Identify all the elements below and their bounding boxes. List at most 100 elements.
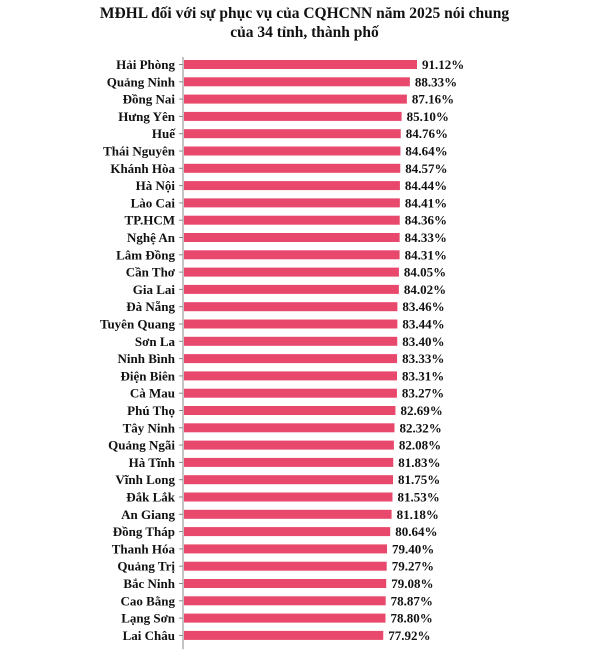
bar: [184, 457, 394, 467]
category-label: Bắc Ninh: [123, 576, 175, 591]
category-label: Lâm Đồng: [116, 247, 175, 262]
bar: [184, 527, 391, 537]
bar: [184, 181, 400, 191]
data-label: 84.41%: [405, 195, 447, 210]
bar: [184, 60, 417, 69]
data-label: 83.27%: [402, 386, 444, 401]
data-label: 88.33%: [415, 74, 457, 89]
category-label: Cao Bằng: [120, 593, 175, 608]
data-label: 91.12%: [422, 57, 464, 72]
category-label: Vĩnh Long: [115, 472, 175, 487]
data-label: 84.36%: [405, 213, 447, 228]
bar: [184, 544, 388, 554]
bar: [184, 129, 401, 139]
bar: [184, 423, 395, 433]
data-label: 82.32%: [399, 420, 441, 435]
data-label: 84.31%: [405, 247, 447, 262]
data-label: 78.80%: [390, 611, 432, 626]
bar: [184, 596, 386, 606]
data-label: 84.02%: [404, 282, 446, 297]
category-label: Điện Biên: [120, 368, 175, 383]
category-label: Phú Thọ: [127, 403, 175, 418]
bar: [184, 198, 400, 208]
bar: [184, 111, 402, 121]
data-label: 81.75%: [398, 472, 440, 487]
data-label: 78.87%: [391, 593, 433, 608]
category-label: Đồng Tháp: [113, 524, 175, 539]
category-label: Hải Phòng: [116, 57, 175, 72]
category-label: Huế: [152, 126, 176, 141]
data-label: 79.40%: [392, 541, 434, 556]
data-label: 83.46%: [402, 299, 444, 314]
data-label: 84.33%: [405, 230, 447, 245]
data-label: 77.92%: [388, 628, 430, 643]
category-label: Cà Mau: [130, 386, 175, 401]
chart-title-line-1: MĐHL đối với sự phục vụ của CQHCNN năm 2…: [99, 5, 510, 22]
category-label: Lai Châu: [123, 628, 175, 643]
category-label: Hà Nội: [136, 178, 176, 193]
category-label: Thanh Hóa: [112, 541, 176, 556]
category-label: Sơn La: [135, 334, 176, 349]
bar: [184, 579, 387, 588]
bar: [184, 630, 384, 640]
bar: [184, 302, 398, 312]
category-label: Nghệ An: [127, 230, 176, 245]
bar: [184, 319, 398, 329]
data-label: 82.69%: [400, 403, 442, 418]
category-label: Khánh Hòa: [110, 161, 175, 176]
bar: [184, 561, 387, 571]
data-label: 80.64%: [395, 524, 437, 539]
data-label: 83.40%: [402, 334, 444, 349]
bar: [184, 94, 407, 104]
category-label: Hà Tĩnh: [129, 455, 176, 470]
category-label: Quảng Ninh: [107, 74, 176, 89]
category-label: Đà Nẵng: [126, 299, 175, 314]
bar: [184, 475, 394, 485]
bar: [184, 613, 386, 623]
data-label: 81.83%: [398, 455, 440, 470]
data-label: 83.33%: [402, 351, 444, 366]
category-label: Tây Ninh: [123, 420, 176, 435]
data-label: 84.76%: [406, 126, 448, 141]
category-label: An Giang: [121, 507, 175, 522]
data-label: 85.10%: [407, 109, 449, 124]
category-label: Quảng Ngãi: [108, 438, 175, 453]
chart-title-line-2: của 34 tỉnh, thành phố: [230, 24, 379, 41]
category-label: Cần Thơ: [126, 265, 176, 280]
category-label: Lạng Sơn: [121, 611, 176, 626]
data-label: 83.31%: [402, 368, 444, 383]
bar: [184, 371, 398, 381]
bar: [184, 233, 400, 242]
category-label: Lào Cai: [131, 195, 176, 210]
bar: [184, 267, 399, 277]
data-label: 87.16%: [412, 92, 454, 107]
bar: [184, 146, 401, 156]
data-label: 83.44%: [402, 317, 444, 332]
category-label: Gia Lai: [133, 282, 176, 297]
category-label: Ninh Bình: [118, 351, 176, 366]
data-label: 82.08%: [399, 438, 441, 453]
data-label: 84.44%: [405, 178, 447, 193]
data-label: 79.27%: [392, 559, 434, 574]
category-label: TP.HCM: [125, 213, 175, 228]
bar: [184, 388, 397, 398]
bar: [184, 163, 401, 173]
category-label: Tuyên Quang: [100, 317, 176, 332]
category-label: Đắk Lắk: [126, 490, 176, 505]
category-label: Đồng Nai: [123, 92, 176, 107]
category-label: Hưng Yên: [118, 109, 176, 124]
bar: [184, 440, 394, 450]
category-label: Quảng Trị: [117, 559, 175, 574]
bar: [184, 509, 392, 519]
data-label: 84.64%: [405, 144, 447, 159]
data-label: 84.57%: [405, 161, 447, 176]
bar: [184, 354, 398, 364]
bar: [184, 336, 398, 346]
chart-title: MĐHL đối với sự phục vụ của CQHCNN năm 2…: [0, 4, 609, 42]
bar: [184, 77, 410, 87]
data-label: 81.53%: [397, 490, 439, 505]
bar: [184, 250, 400, 260]
data-label: 81.18%: [397, 507, 439, 522]
data-label: 79.08%: [391, 576, 433, 591]
